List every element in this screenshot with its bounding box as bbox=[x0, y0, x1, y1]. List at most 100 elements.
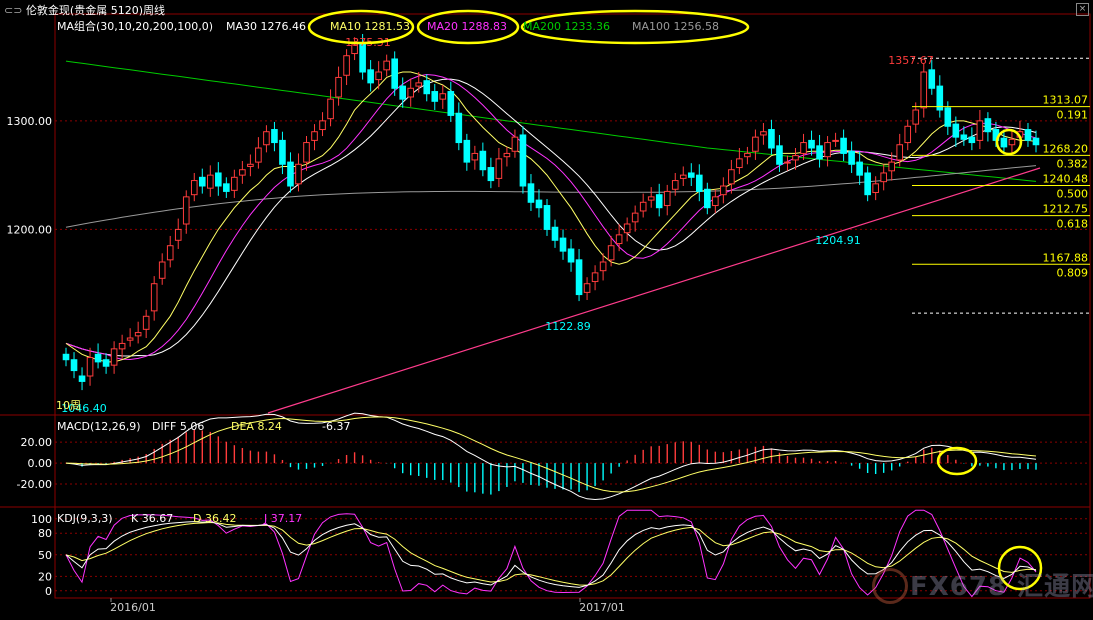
candle-body bbox=[784, 161, 791, 164]
candle-body bbox=[543, 205, 551, 230]
macd-tick-label: 20.00 bbox=[21, 436, 53, 449]
candle-body bbox=[583, 283, 591, 293]
kdj-tick-label: 100 bbox=[31, 513, 52, 526]
candle-body bbox=[936, 85, 944, 111]
candle-body bbox=[231, 176, 238, 191]
candle-body bbox=[832, 139, 839, 142]
candle-body bbox=[1024, 129, 1032, 141]
candle-body bbox=[535, 199, 543, 209]
candle-body bbox=[495, 158, 503, 179]
candle-body bbox=[263, 131, 270, 146]
fib-price-label: 1240.48 bbox=[1043, 172, 1089, 185]
candle-body bbox=[1008, 138, 1016, 146]
candle-body bbox=[840, 137, 847, 154]
fib-ratio-label: 0.618 bbox=[1057, 218, 1089, 231]
candle-body bbox=[423, 80, 431, 95]
candle-body bbox=[920, 71, 928, 109]
candle-body bbox=[142, 315, 150, 330]
candle-body bbox=[223, 183, 230, 192]
candle-body bbox=[351, 44, 358, 55]
candle-body bbox=[399, 85, 407, 100]
low-label-0: 1046.40 bbox=[61, 402, 107, 415]
fib-ratio-label: 0.809 bbox=[1057, 266, 1089, 279]
ma10-legend: MA10 1281.53 bbox=[330, 20, 410, 33]
candle-body bbox=[888, 161, 896, 172]
candle-body bbox=[712, 196, 719, 207]
candle-body bbox=[503, 152, 511, 158]
fib-price-label: 1212.75 bbox=[1043, 203, 1089, 216]
candle-body bbox=[816, 145, 823, 160]
candle-body bbox=[984, 118, 992, 133]
macd-tick-label: 0.00 bbox=[28, 457, 53, 470]
macd-diff-legend: DIFF 5.06 bbox=[152, 420, 205, 433]
macd-label[interactable]: MACD(12,26,9) bbox=[57, 420, 141, 433]
candle-body bbox=[631, 212, 639, 223]
candle-body bbox=[279, 139, 286, 165]
candle-body bbox=[118, 342, 126, 350]
candle-body bbox=[303, 142, 310, 163]
macd-dea-line bbox=[65, 416, 1037, 493]
candle-body bbox=[150, 283, 158, 312]
fib-price-label: 1268.20 bbox=[1043, 142, 1089, 155]
candle-body bbox=[415, 82, 423, 87]
highlight-ma10 bbox=[307, 9, 415, 45]
candle-body bbox=[375, 71, 382, 81]
ma100-legend: MA100 1256.58 bbox=[632, 20, 719, 33]
candle-body bbox=[960, 134, 968, 140]
candle-body bbox=[896, 144, 904, 161]
fib-ratio-label: 0.500 bbox=[1057, 187, 1089, 200]
fib-price-label: 1167.88 bbox=[1043, 251, 1089, 264]
candle-body bbox=[695, 174, 703, 192]
ma-group-label[interactable]: MA组合(30,10,20,200,100,0) bbox=[57, 20, 214, 33]
watermark-logo-icon bbox=[872, 568, 908, 604]
window-title: ⊂⊃ 伦敦金现(贵金属 5120)周线 bbox=[4, 4, 166, 17]
candle-body bbox=[663, 190, 671, 207]
candle-body bbox=[864, 172, 871, 196]
candle-body bbox=[487, 167, 495, 182]
candle-body bbox=[752, 136, 759, 152]
chart-icon: ⊂⊃ bbox=[4, 4, 26, 17]
ma200-line bbox=[65, 60, 1037, 182]
kdj-k-line bbox=[65, 521, 1037, 588]
close-icon[interactable]: × bbox=[1076, 3, 1089, 16]
kdj-d-legend: D 36.42 bbox=[193, 512, 237, 525]
ma30-legend: MA30 1276.46 bbox=[226, 20, 306, 33]
candle-body bbox=[1000, 137, 1008, 148]
candle-body bbox=[704, 188, 711, 209]
candle-body bbox=[311, 131, 318, 141]
kdj-j-legend: J 37.17 bbox=[264, 512, 303, 525]
candle-body bbox=[511, 136, 519, 152]
candle-body bbox=[720, 185, 727, 196]
candle-body bbox=[439, 93, 447, 100]
kdj-label[interactable]: KDJ(9,3,3) bbox=[57, 512, 113, 525]
candle-body bbox=[182, 196, 190, 225]
candle-body bbox=[295, 163, 302, 185]
uptrend-line bbox=[267, 167, 1041, 414]
candle-body bbox=[976, 120, 984, 141]
candle-body bbox=[319, 120, 326, 131]
candle-body bbox=[856, 161, 863, 176]
candle-body bbox=[110, 348, 118, 366]
kdj-tick-label: 0 bbox=[45, 585, 52, 598]
candle-body bbox=[455, 112, 463, 144]
candle-body bbox=[639, 201, 647, 212]
x-tick-label: 2016/01 bbox=[110, 601, 156, 614]
candle-body bbox=[591, 272, 599, 283]
candle-body bbox=[928, 69, 936, 89]
candle-body bbox=[551, 226, 559, 241]
candle-body bbox=[671, 180, 679, 190]
candle-body bbox=[239, 169, 246, 176]
candle-body bbox=[391, 58, 398, 89]
candle-body bbox=[134, 332, 142, 337]
candle-body bbox=[607, 245, 615, 261]
candle-body bbox=[768, 129, 775, 149]
fib-ratio-label: 0.382 bbox=[1057, 157, 1089, 170]
candle-body bbox=[471, 152, 479, 161]
candle-body bbox=[800, 142, 807, 154]
candle-body bbox=[776, 145, 783, 165]
candle-body bbox=[158, 261, 166, 279]
candle-body bbox=[736, 158, 743, 169]
candle-body bbox=[824, 142, 831, 158]
candle-body bbox=[519, 134, 527, 187]
